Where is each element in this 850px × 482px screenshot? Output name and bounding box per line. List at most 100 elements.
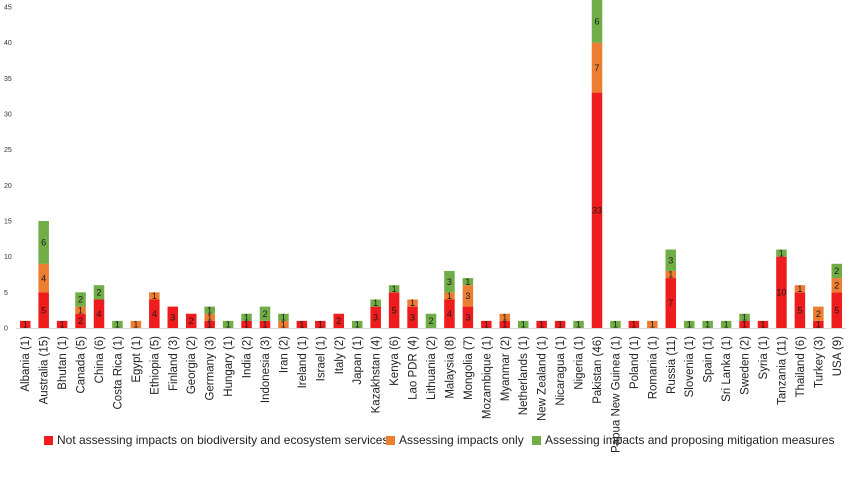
data-label: 4 bbox=[447, 309, 452, 319]
bar-segment bbox=[296, 320, 308, 328]
y-tick-label: 15 bbox=[4, 219, 12, 226]
data-label: 1 bbox=[244, 320, 249, 330]
data-label: 1 bbox=[207, 320, 212, 330]
x-tick-label: Canada (5) bbox=[76, 336, 88, 394]
bar-segment bbox=[499, 320, 511, 328]
data-label: 1 bbox=[299, 320, 304, 330]
bar-segment bbox=[739, 313, 750, 321]
data-label: 2 bbox=[428, 316, 433, 326]
data-label: 1 bbox=[78, 305, 83, 315]
x-tick-label: Kenya (6) bbox=[389, 336, 401, 386]
x-tick-label: Mongolia (7) bbox=[463, 336, 475, 400]
data-label: 2 bbox=[78, 295, 83, 305]
bar-segment bbox=[407, 299, 418, 307]
data-label: 2 bbox=[834, 280, 839, 290]
bar-segment bbox=[333, 313, 345, 328]
data-label: 4 bbox=[41, 273, 46, 283]
bar-segment bbox=[278, 320, 289, 328]
data-label: 1 bbox=[687, 320, 692, 330]
bar-segment bbox=[149, 292, 160, 300]
data-label: 1 bbox=[705, 320, 710, 330]
bar-segment bbox=[204, 306, 215, 314]
bar-segment bbox=[665, 278, 677, 328]
data-label: 1 bbox=[226, 320, 231, 330]
x-tick-label: Finland (3) bbox=[168, 336, 180, 391]
bar-segment bbox=[831, 292, 843, 328]
data-label: 1 bbox=[742, 313, 747, 323]
x-tick-label: Germany (3) bbox=[205, 336, 217, 401]
bar-segment bbox=[481, 320, 492, 328]
bar-segment bbox=[167, 306, 179, 328]
bar-segment bbox=[776, 249, 787, 257]
x-tick-label: Ethiopia (5) bbox=[149, 336, 161, 395]
bar-segment bbox=[259, 306, 271, 321]
bar-segment bbox=[776, 256, 787, 328]
data-label: 1 bbox=[779, 248, 784, 258]
bar-segment bbox=[517, 320, 529, 328]
bar-segment bbox=[222, 320, 234, 328]
bar-segment bbox=[315, 320, 326, 328]
x-tick-label: Sri Lanka (1) bbox=[721, 336, 733, 402]
bar-segment bbox=[185, 313, 197, 328]
x-tick-label: USA (9) bbox=[832, 336, 844, 376]
x-tick-label: Nigeria (1) bbox=[574, 336, 586, 390]
legend-label: Not assessing impacts on biodiversity an… bbox=[57, 433, 388, 447]
bar-segment bbox=[591, 42, 603, 93]
data-label: 7 bbox=[594, 63, 599, 73]
data-label: 3 bbox=[373, 313, 378, 323]
bar-segment bbox=[204, 320, 215, 328]
data-label: 1 bbox=[392, 284, 397, 294]
y-tick-label: 35 bbox=[4, 76, 12, 83]
data-label: 3 bbox=[465, 313, 470, 323]
bar-segment bbox=[462, 306, 474, 328]
x-tick-label: Romania (1) bbox=[647, 336, 659, 399]
bar-segment bbox=[56, 320, 68, 328]
data-label: 6 bbox=[41, 238, 46, 248]
bar-segment bbox=[130, 320, 142, 328]
y-tick-label: 20 bbox=[4, 183, 12, 190]
y-axis: 0 5 10 15 20 25 30 35 40 45 bbox=[4, 5, 12, 333]
data-label: 2 bbox=[816, 309, 821, 319]
data-label: 1 bbox=[447, 291, 452, 301]
x-tick-label: Turkey (3) bbox=[813, 336, 825, 388]
data-label: 1 bbox=[133, 320, 138, 330]
bar-segment bbox=[75, 306, 86, 314]
bar-segment bbox=[757, 320, 769, 328]
x-tick-label: Papua New Guinea (1) bbox=[610, 336, 622, 453]
data-label: 1 bbox=[576, 320, 581, 330]
x-tick-label: Bhutan (1) bbox=[57, 336, 69, 390]
data-label: 1 bbox=[244, 313, 249, 323]
x-tick-label: Albania (1) bbox=[20, 336, 32, 392]
y-tick-label: 25 bbox=[4, 147, 12, 154]
x-tick-label: Malaysia (8) bbox=[444, 336, 456, 399]
bar-segment bbox=[38, 292, 49, 328]
data-label: 1 bbox=[613, 320, 618, 330]
bar-segment bbox=[462, 278, 474, 286]
data-label: 1 bbox=[410, 298, 415, 308]
x-tick-label: Israel (1) bbox=[315, 336, 327, 382]
bar-segment bbox=[75, 292, 86, 307]
data-label: 1 bbox=[724, 320, 729, 330]
bar-segment bbox=[702, 320, 713, 328]
data-label: 1 bbox=[152, 291, 157, 301]
data-label: 2 bbox=[78, 316, 83, 326]
bar-segment bbox=[794, 285, 806, 293]
data-label: 1 bbox=[60, 320, 65, 330]
x-tick-label: Iran (2) bbox=[278, 336, 290, 373]
bar-segment bbox=[813, 320, 824, 328]
bar-segment bbox=[38, 263, 49, 293]
bar-segment bbox=[351, 320, 363, 328]
legend: Not assessing impacts on biodiversity an… bbox=[44, 433, 834, 447]
data-label: 1 bbox=[650, 320, 655, 330]
x-tick-label: Indonesia (3) bbox=[260, 336, 272, 403]
data-label: 1 bbox=[816, 320, 821, 330]
data-label: 1 bbox=[465, 277, 470, 287]
data-label: 1 bbox=[281, 313, 286, 323]
x-tick-label: Nicaragua (1) bbox=[555, 336, 567, 406]
bar-segment bbox=[425, 313, 437, 328]
bar-segment bbox=[573, 320, 584, 328]
x-tick-label: Spain (1) bbox=[703, 336, 715, 383]
y-tick-label: 0 bbox=[4, 326, 8, 333]
